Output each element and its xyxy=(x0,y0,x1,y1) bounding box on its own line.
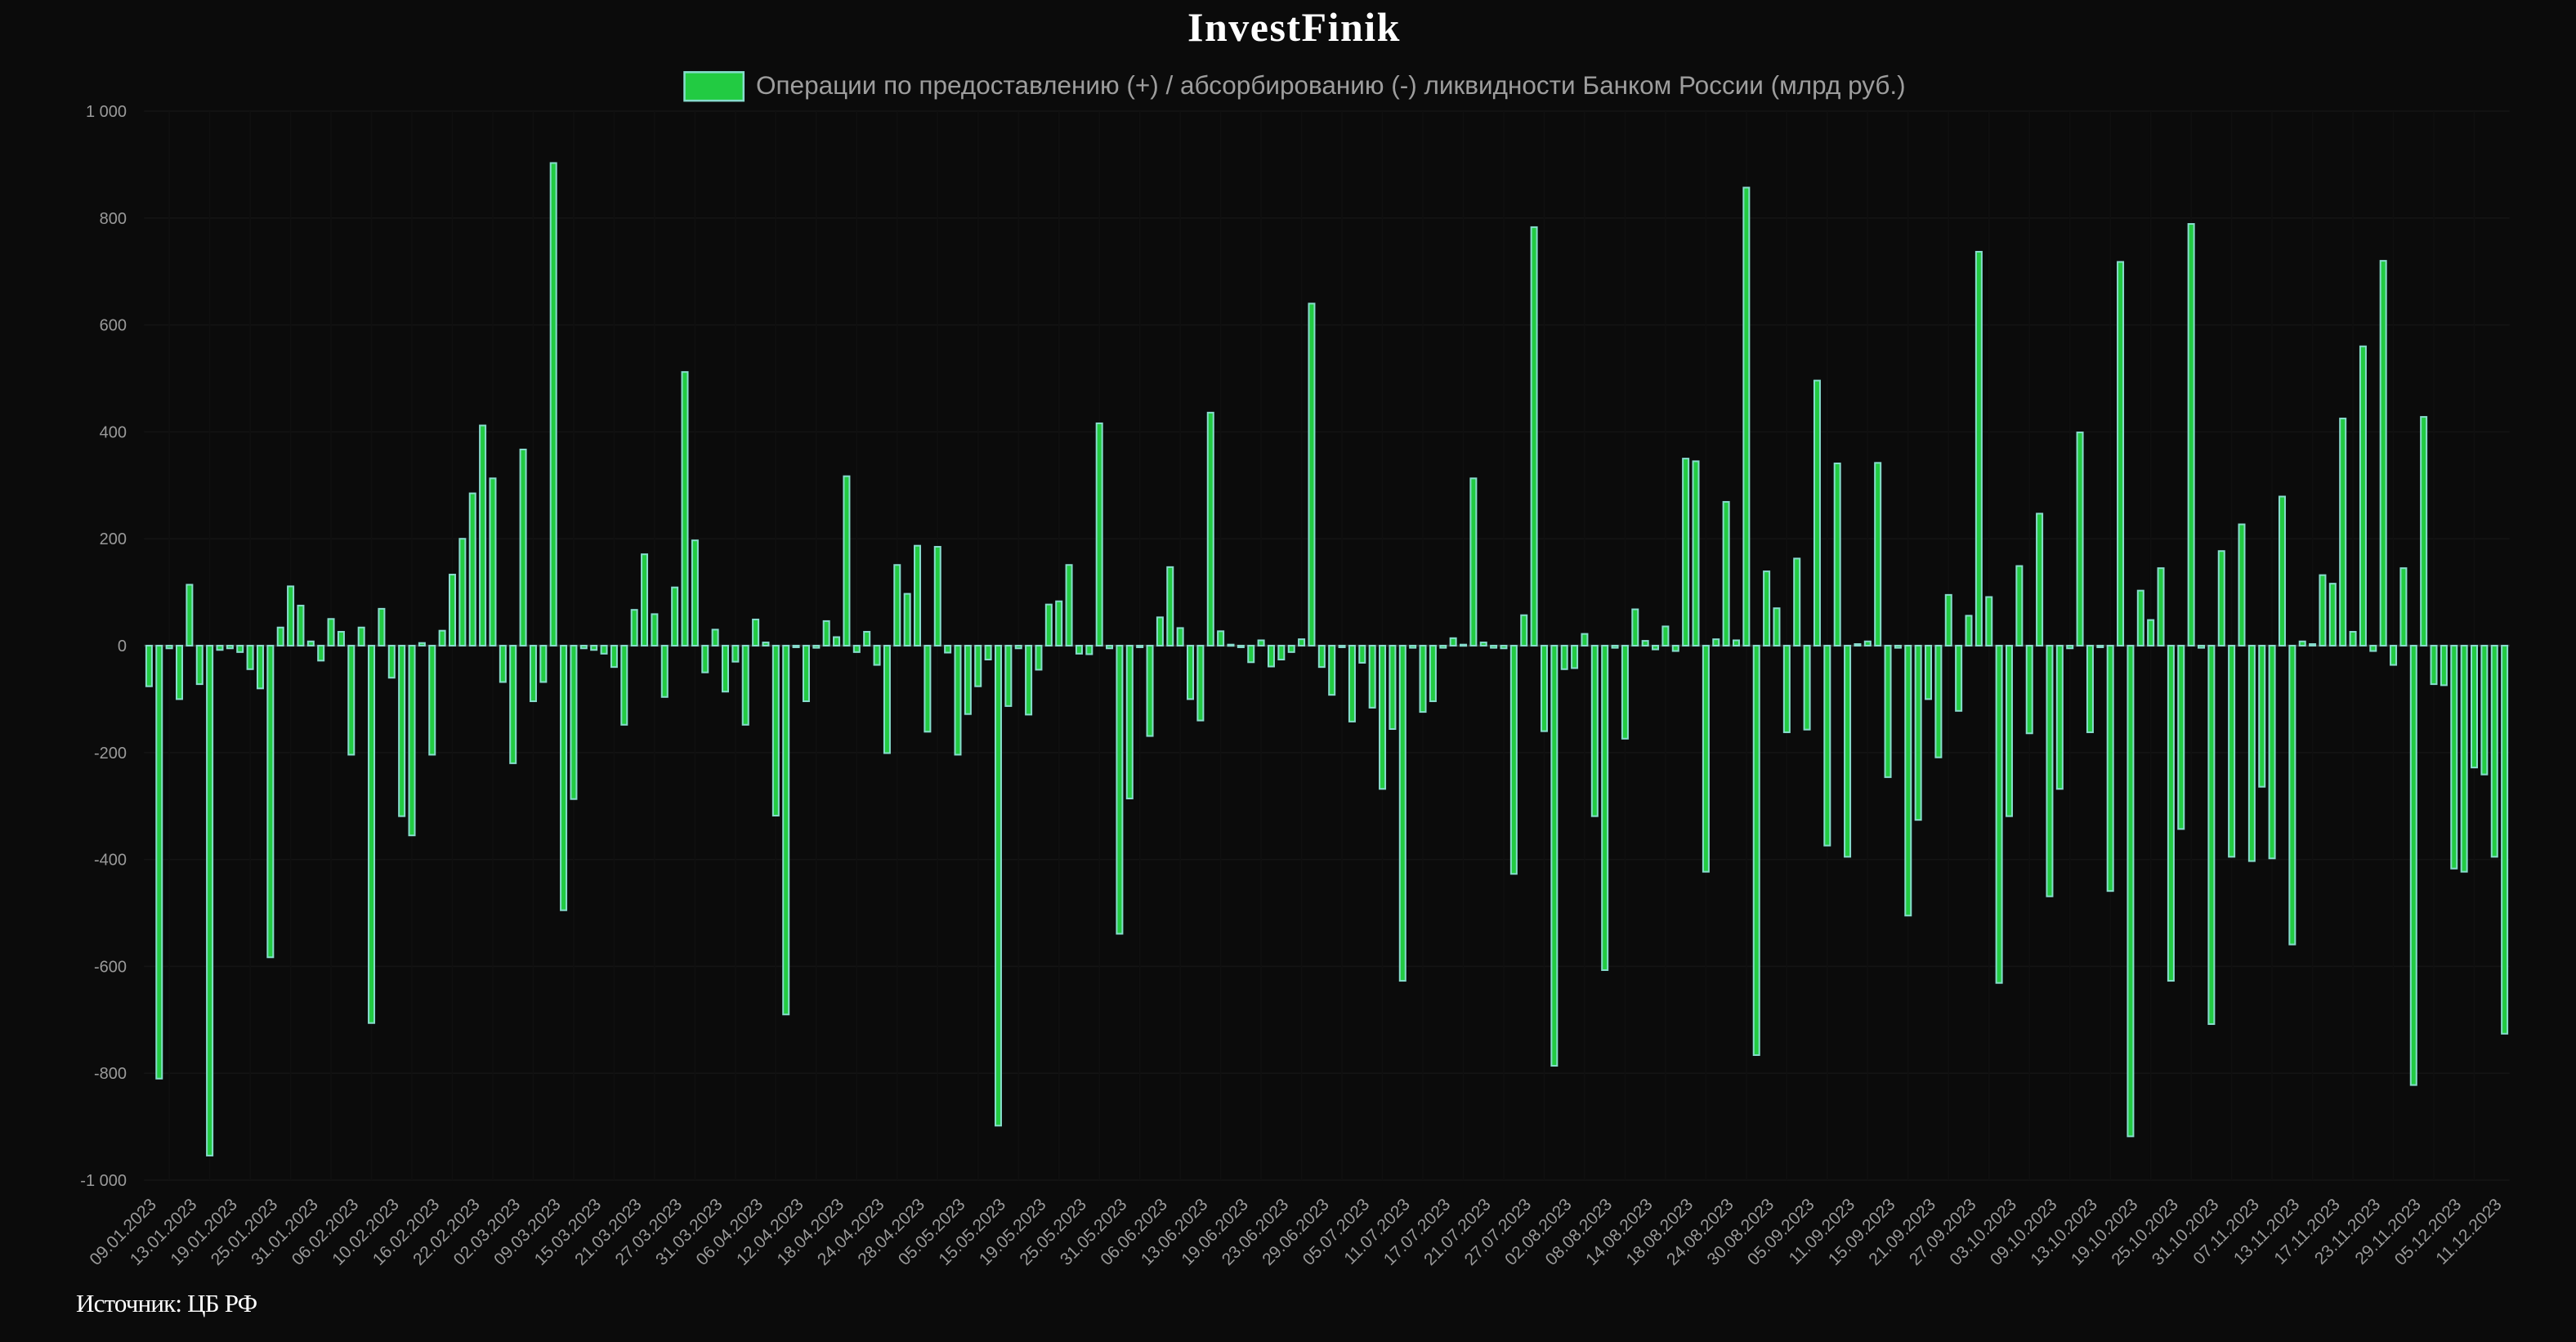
svg-text:-1 000: -1 000 xyxy=(80,1172,127,1190)
svg-text:-800: -800 xyxy=(94,1065,127,1083)
svg-text:Операции по предоставлению (+): Операции по предоставлению (+) / абсорби… xyxy=(756,70,1906,100)
svg-text:200: 200 xyxy=(100,530,127,548)
svg-text:800: 800 xyxy=(100,210,127,228)
svg-text:400: 400 xyxy=(100,423,127,441)
svg-text:Источник: ЦБ РФ: Источник: ЦБ РФ xyxy=(76,1289,257,1317)
svg-text:-200: -200 xyxy=(94,745,127,763)
svg-text:0: 0 xyxy=(118,637,127,655)
svg-text:600: 600 xyxy=(100,317,127,335)
svg-text:InvestFinik: InvestFinik xyxy=(1187,4,1401,50)
svg-text:1 000: 1 000 xyxy=(86,103,127,121)
svg-text:-600: -600 xyxy=(94,958,127,976)
svg-text:-400: -400 xyxy=(94,852,127,870)
